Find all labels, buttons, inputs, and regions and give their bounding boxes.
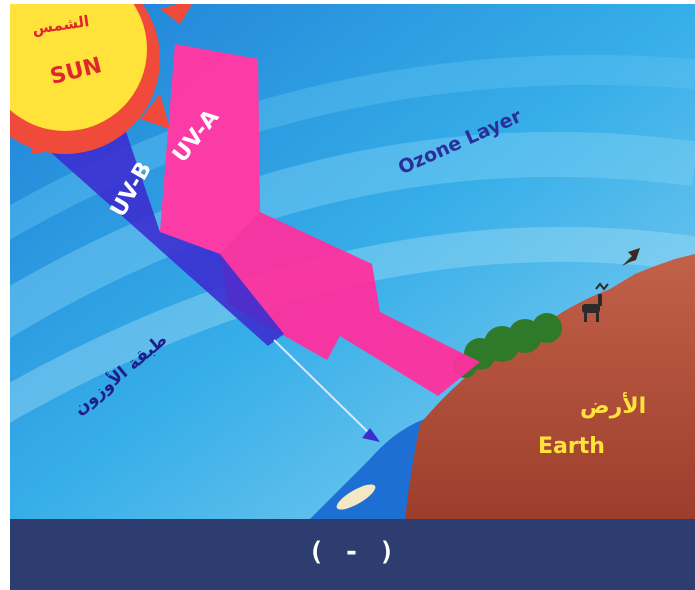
caption-text: ( - ) <box>308 537 397 567</box>
fish-icon <box>336 484 376 510</box>
ozone-band <box>0 131 695 344</box>
caption-bar: ( - ) <box>10 519 695 590</box>
uv-b-ray <box>30 114 284 346</box>
earth-label-ar: الأرض <box>580 394 647 419</box>
uv-b-arrowhead <box>362 428 380 442</box>
diagram-canvas <box>0 0 695 519</box>
uv-ozone-diagram: الشمس SUN UV-A UV-B Ozone Layer طبقة الأ… <box>0 0 695 519</box>
bird-icon <box>622 248 640 266</box>
deer-icon <box>582 282 609 322</box>
earth-land <box>405 254 695 519</box>
earth-label-en: Earth <box>538 434 605 459</box>
uv-b-beam <box>273 339 373 437</box>
sun-icon <box>0 0 195 154</box>
